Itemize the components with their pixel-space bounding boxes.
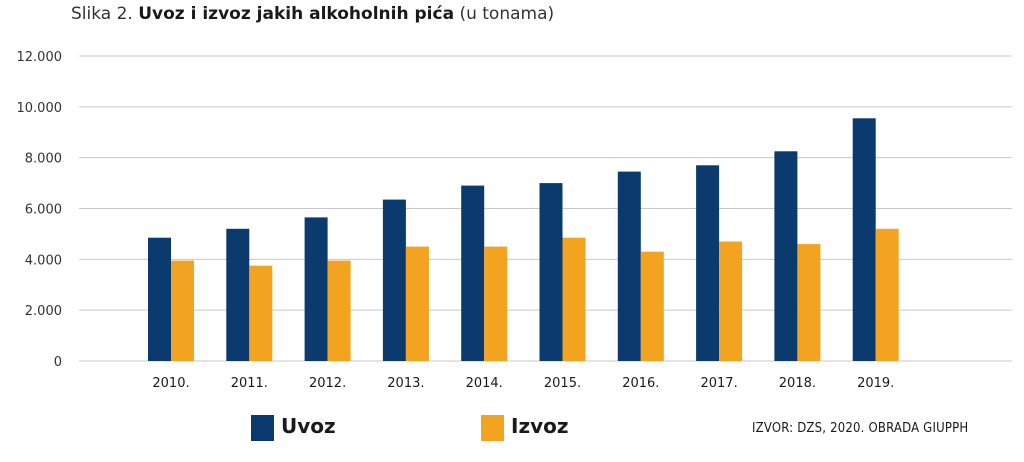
bar-uvoz-2011 [226,228,250,361]
y-tick-label: 2.000 [25,304,62,319]
title-unit: (u tonama) [454,4,555,24]
bar-izvoz-2012 [327,260,351,361]
y-tick-label: 10.000 [17,101,63,116]
legend-label-uvoz: Uvoz [281,414,336,438]
bar-uvoz-2016 [617,171,641,361]
source-note: IZVOR: DZS, 2020. OBRADA GIUPPH [752,421,969,436]
x-tick-label: 2019. [857,376,894,391]
y-tick-label: 0 [54,355,62,370]
bar-uvoz-2013 [382,199,406,361]
y-tick-label: 12.000 [17,50,63,65]
y-axis-ticks: 0 2.000 4.000 6.000 8.000 10.000 12.000 [17,50,63,370]
bar-uvoz-2014 [461,185,485,361]
legend-swatch-uvoz [251,415,274,441]
bar-izvoz-2018 [797,244,821,361]
x-tick-label: 2013. [387,376,424,391]
bar-izvoz-2010 [171,260,194,361]
bar-uvoz-2019 [852,118,876,361]
y-tick-label: 8.000 [25,152,62,167]
x-tick-label: 2014. [466,376,503,391]
bar-izvoz-2013 [405,246,429,361]
x-tick-label: 2011. [231,376,268,391]
figure-number: Slika 2. [71,4,139,24]
title-main: Uvoz i izvoz jakih alkoholnih pića [138,4,455,24]
x-tick-label: 2017. [700,376,737,391]
x-tick-label: 2012. [309,376,346,391]
bar-uvoz-2010 [148,237,171,361]
bar-izvoz-2011 [249,265,273,361]
bar-uvoz-2015 [539,183,563,361]
bar-uvoz-2018 [774,151,798,361]
bar-uvoz-2017 [696,165,720,361]
legend-label-izvoz: Izvoz [511,414,569,438]
x-tick-label: 2015. [544,376,581,391]
bar-uvoz-2012 [304,217,328,361]
bar-izvoz-2015 [562,237,586,361]
bar-izvoz-2014 [484,246,508,361]
bars [148,118,899,361]
chart-title: Slika 2. Uvoz i izvoz jakih alkoholnih p… [71,4,554,24]
x-axis-ticks: 2010. 2011. 2012. 2013. 2014. 2015. 2016. 2017.… [152,376,894,391]
legend-swatch-izvoz [481,415,504,441]
x-tick-label: 2010. [152,376,189,391]
x-tick-label: 2018. [779,376,816,391]
bar-izvoz-2016 [640,251,664,361]
y-tick-label: 6.000 [25,203,62,218]
y-tick-label: 4.000 [25,253,62,268]
bar-izvoz-2019 [875,228,899,361]
x-tick-label: 2016. [622,376,659,391]
legend: Uvoz Izvoz [0,413,1024,445]
bar-izvoz-2017 [719,241,743,361]
